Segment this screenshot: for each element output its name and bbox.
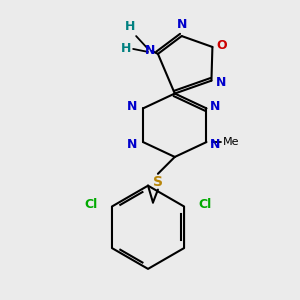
Text: H: H bbox=[125, 20, 135, 33]
Text: N: N bbox=[215, 76, 226, 89]
Text: N: N bbox=[127, 138, 137, 151]
Text: N: N bbox=[176, 18, 187, 31]
Text: Me: Me bbox=[223, 137, 240, 147]
Text: Cl: Cl bbox=[85, 198, 98, 211]
Text: N: N bbox=[145, 44, 155, 57]
Text: N: N bbox=[209, 100, 220, 113]
Text: Cl: Cl bbox=[198, 198, 211, 211]
Text: N: N bbox=[127, 100, 137, 113]
Text: N: N bbox=[209, 138, 220, 151]
Text: S: S bbox=[153, 175, 163, 189]
Text: O: O bbox=[216, 40, 227, 52]
Text: H: H bbox=[121, 42, 131, 56]
